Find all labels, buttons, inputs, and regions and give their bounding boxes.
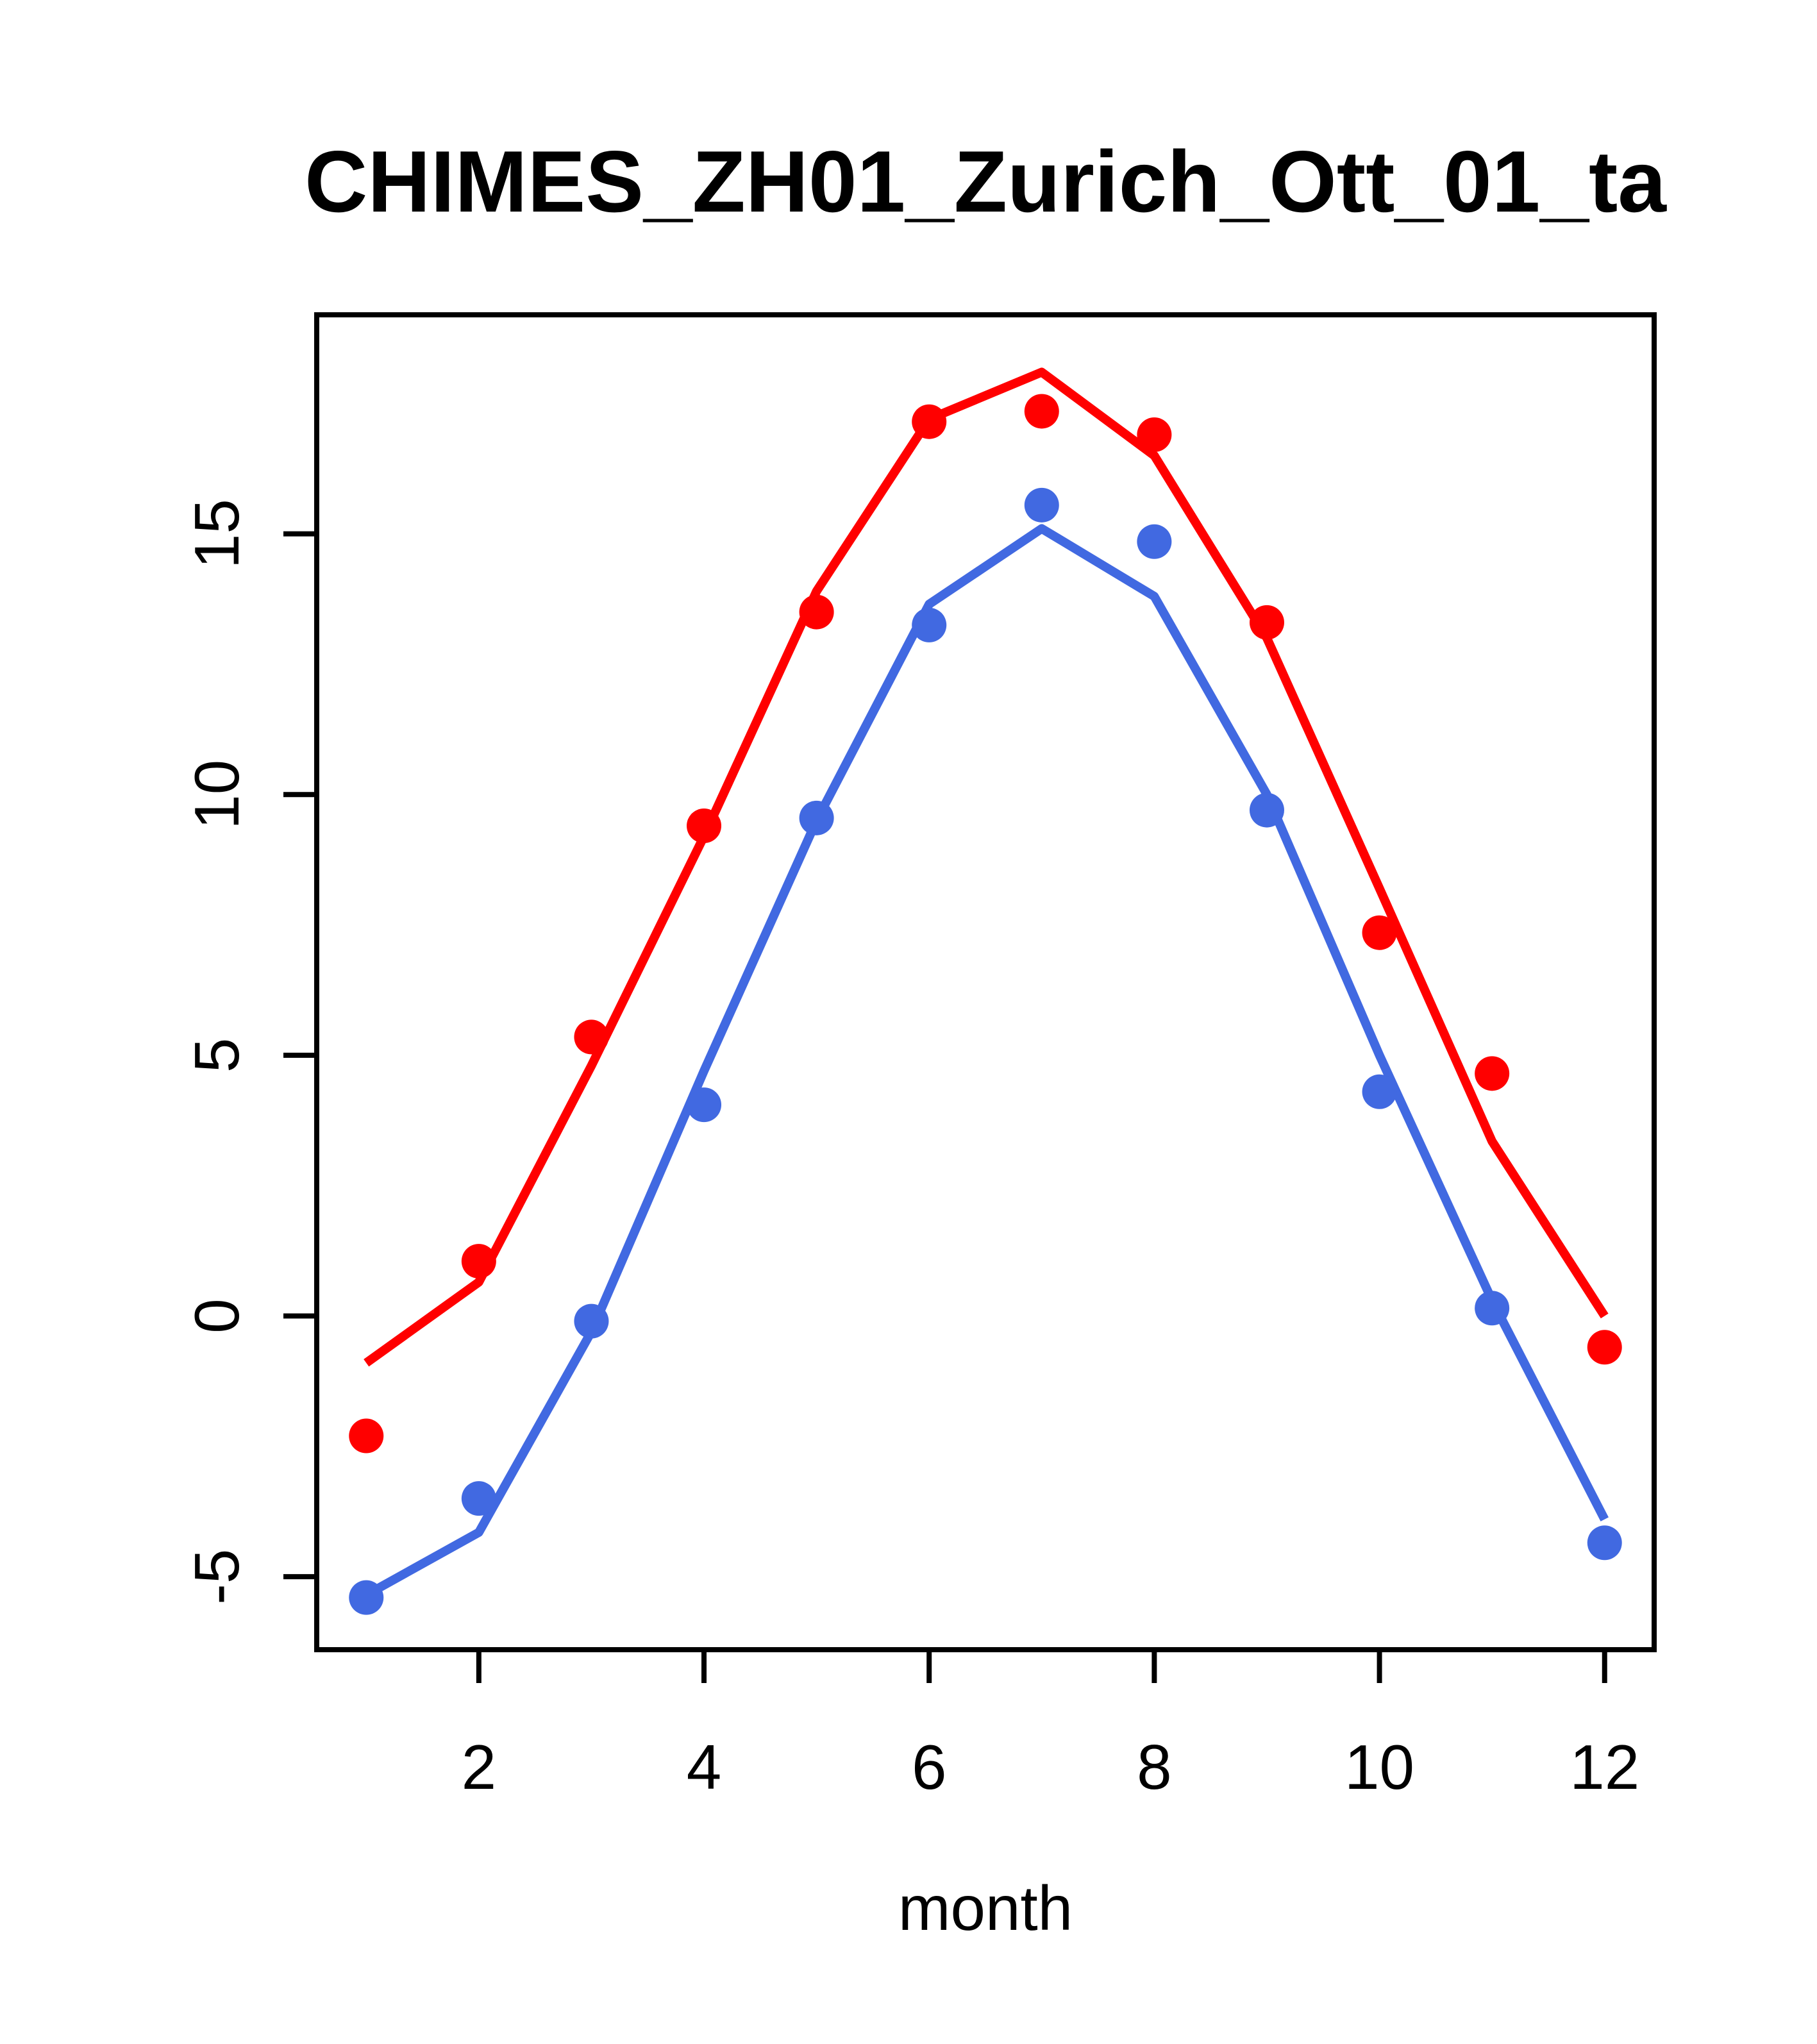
upper-temperature-observed-points-month-8: [1137, 417, 1172, 453]
y-axis-tick-label-15: 15: [181, 499, 252, 569]
lower-temperature-observed-points-month-12: [1587, 1525, 1622, 1561]
lower-temperature-observed-points-month-6: [912, 607, 947, 642]
lower-temperature-observed-points-month-8: [1137, 524, 1172, 559]
lower-temperature-observed-points-month-3: [574, 1303, 609, 1339]
upper-temperature-observed-points-month-5: [799, 594, 834, 630]
x-axis-tick-label-12: 12: [1570, 1732, 1639, 1802]
lower-temperature-observed-points-month-9: [1249, 792, 1284, 828]
upper-temperature-observed-points-month-12: [1587, 1330, 1622, 1365]
lower-temperature-observed-points-month-5: [799, 800, 834, 835]
chart-title: CHIMES_ZH01_Zurich_Ott_01_ta: [305, 133, 1667, 230]
upper-temperature-observed-points-month-6: [912, 404, 947, 439]
x-axis-tick-label-6: 6: [912, 1732, 947, 1802]
x-axis-tick-label-2: 2: [462, 1732, 497, 1802]
lower-temperature-observed-points-month-7: [1024, 487, 1059, 523]
x-axis-tick-label-8: 8: [1137, 1732, 1172, 1802]
y-axis-tick-label-5: 5: [181, 1038, 252, 1073]
lower-temperature-observed-points-month-1: [349, 1580, 384, 1615]
upper-temperature-observed-points-month-7: [1024, 394, 1059, 429]
x-axis-tick-label-4: 4: [687, 1732, 722, 1802]
x-axis-tick-label-10: 10: [1344, 1732, 1414, 1802]
lower-temperature-observed-points-month-11: [1475, 1291, 1510, 1326]
upper-temperature-observed-points-month-9: [1249, 605, 1284, 640]
upper-temperature-observed-points-month-2: [461, 1244, 496, 1279]
y-axis-tick-label-0: 0: [181, 1298, 252, 1334]
series-layer: [349, 367, 1622, 1615]
upper-temperature-observed-points-month-11: [1475, 1056, 1510, 1091]
upper-temperature-observed-points-month-10: [1362, 915, 1397, 950]
lower-temperature-observed-points-month-2: [461, 1481, 496, 1516]
y-axis-tick-label-10: 10: [181, 760, 252, 830]
lower-temperature-fit-line: [364, 524, 1609, 1599]
upper-temperature-observed-points-month-4: [687, 808, 722, 844]
lower-temperature-observed-points-month-10: [1362, 1074, 1397, 1109]
y-axis-tick-label--5: -5: [181, 1549, 252, 1605]
lower-temperature-observed-points-month-4: [687, 1087, 722, 1123]
upper-temperature-observed-points-month-1: [349, 1418, 384, 1453]
axes-layer: 2 4 6 8 10 12 -5 0 5 10 15: [181, 312, 1657, 1802]
upper-temperature-fit-line: [364, 367, 1609, 1367]
plot-frame: [314, 312, 1657, 1652]
upper-temperature-observed-points-month-3: [574, 1019, 609, 1055]
x-axis-label: month: [898, 1873, 1073, 1943]
